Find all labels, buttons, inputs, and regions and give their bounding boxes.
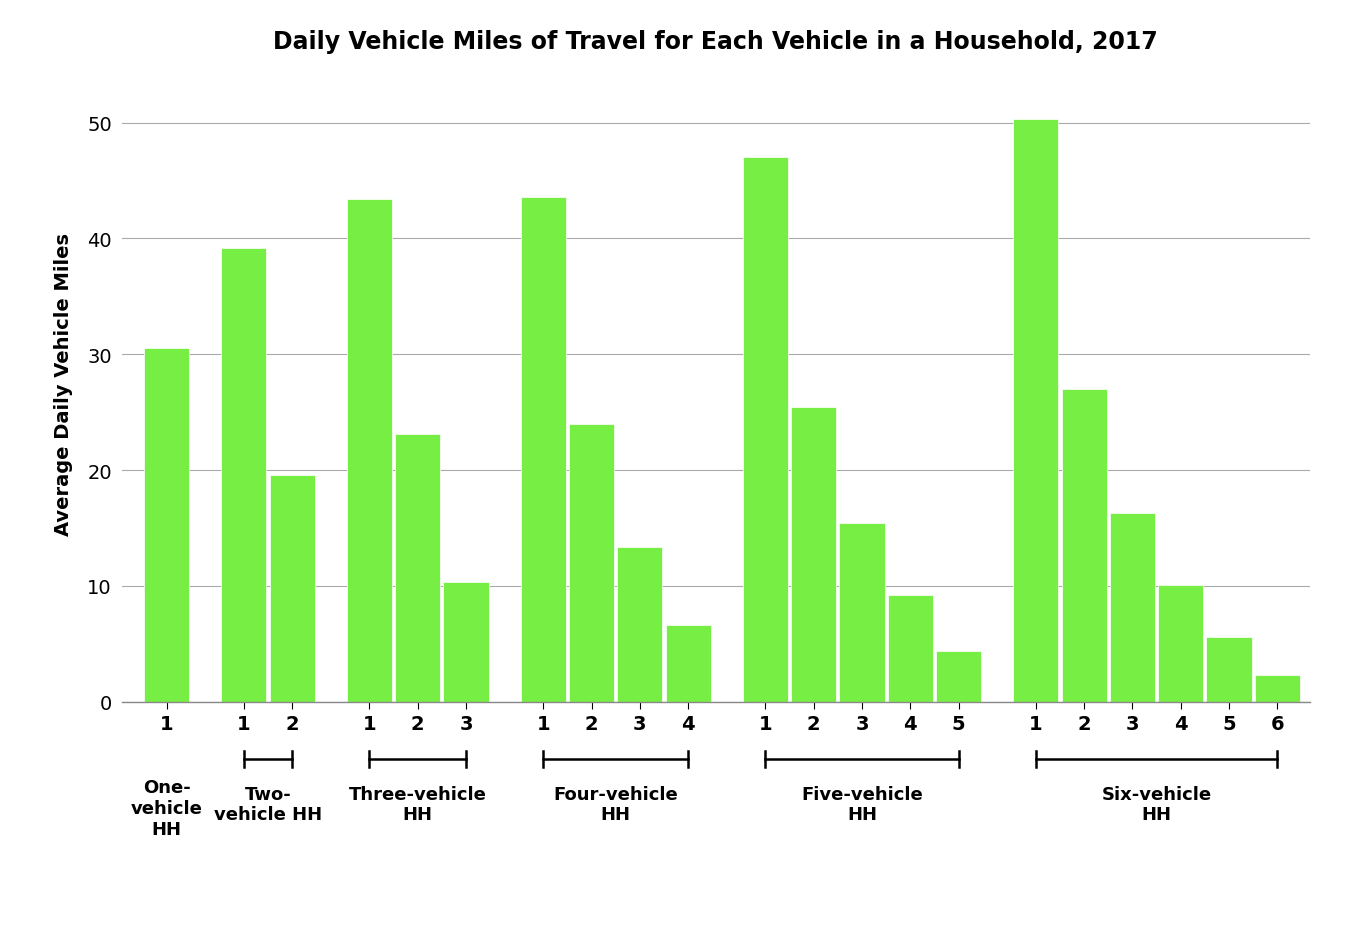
Text: One-
vehicle
HH: One- vehicle HH [131, 779, 202, 838]
Bar [443, 583, 489, 702]
Bar [791, 408, 836, 702]
Bar [888, 595, 933, 702]
Text: Six-vehicle
HH: Six-vehicle HH [1102, 784, 1212, 824]
Bar [840, 524, 884, 702]
Bar [617, 547, 663, 702]
Bar [347, 199, 391, 702]
Bar [1110, 513, 1156, 702]
Text: Four-vehicle
HH: Four-vehicle HH [554, 784, 678, 824]
Text: Five-vehicle
HH: Five-vehicle HH [801, 784, 923, 824]
Bar [1254, 676, 1300, 702]
Bar [1158, 585, 1203, 702]
Title: Daily Vehicle Miles of Travel for Each Vehicle in a Household, 2017: Daily Vehicle Miles of Travel for Each V… [273, 30, 1158, 54]
Bar [396, 434, 440, 702]
Text: Two-
vehicle HH: Two- vehicle HH [213, 784, 323, 824]
Bar [270, 475, 315, 702]
Text: Three-vehicle
HH: Three-vehicle HH [348, 784, 486, 824]
Y-axis label: Average Daily Vehicle Miles: Average Daily Vehicle Miles [54, 232, 73, 535]
Bar [743, 158, 788, 702]
Bar [1014, 120, 1058, 702]
Bar [1207, 637, 1251, 702]
Bar [221, 248, 266, 702]
Bar [144, 349, 189, 702]
Bar [1061, 389, 1107, 702]
Bar [936, 651, 981, 702]
Bar [568, 424, 614, 702]
Bar [521, 197, 566, 702]
Bar [666, 625, 710, 702]
